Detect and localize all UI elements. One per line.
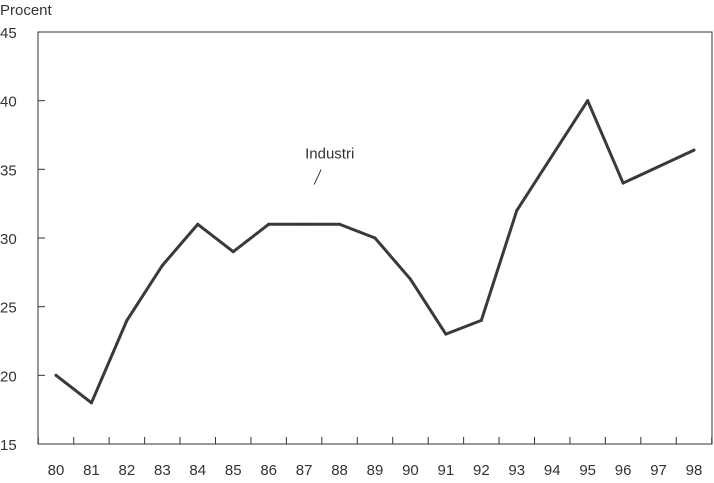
x-tick-label: 95 [579,462,596,479]
x-tick-label: 96 [615,462,632,479]
data-point [196,222,200,226]
data-point [621,181,625,185]
x-tick-label: 93 [508,462,525,479]
data-point [231,250,235,254]
data-point [444,332,448,336]
y-tick-label: 25 [0,300,17,317]
data-point [586,99,590,103]
data-point [89,401,93,405]
y-axis: 15 20 25 30 35 40 45 [0,25,45,454]
data-point [408,277,412,281]
y-tick-label: 20 [0,368,17,385]
data-point [692,148,696,152]
data-point [160,263,164,267]
series-line-industri [54,99,696,405]
data-point [54,373,58,377]
x-tick-label: 80 [48,462,65,479]
x-axis: 80 81 82 83 84 85 86 87 88 89 90 91 92 93 94 95 96 97 98 [37,437,713,479]
y-tick-label: 30 [0,231,17,248]
data-point [302,222,306,226]
data-point [657,165,661,169]
y-tick-label: 45 [0,25,17,42]
data-point [550,154,554,158]
series-group [54,99,696,405]
x-tick-label: 89 [367,462,384,479]
annotation-label-industri: Industri [305,146,354,163]
x-tick-label: 84 [189,462,206,479]
y-tick-label: 15 [0,437,17,454]
x-tick-label: 98 [686,462,703,479]
annotations: Industri [305,146,354,185]
x-tick-label: 91 [438,462,455,479]
x-tick-label: 92 [473,462,490,479]
x-tick-label: 88 [331,462,348,479]
x-tick-label: 94 [544,462,561,479]
data-point [479,318,483,322]
data-point [338,222,342,226]
data-point [267,222,271,226]
x-tick-label: 82 [119,462,136,479]
data-point [515,209,519,213]
y-tick-label: 35 [0,162,17,179]
x-tick-label: 97 [650,462,667,479]
y-axis-title: Procent [0,2,53,19]
x-tick-label: 85 [225,462,242,479]
annotation-leader-line [313,169,322,185]
x-tick-label: 87 [296,462,313,479]
data-point [373,236,377,240]
x-tick-label: 86 [260,462,277,479]
x-tick-label: 83 [154,462,171,479]
x-tick-label: 90 [402,462,419,479]
x-tick-label: 81 [83,462,100,479]
y-tick-label: 40 [0,94,17,111]
data-point [125,318,129,322]
